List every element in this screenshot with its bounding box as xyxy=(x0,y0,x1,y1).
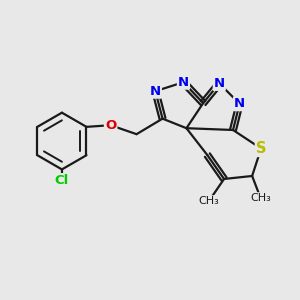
Text: S: S xyxy=(256,141,266,156)
Text: Cl: Cl xyxy=(55,174,69,187)
Text: N: N xyxy=(234,97,245,110)
Text: CH₃: CH₃ xyxy=(199,196,220,206)
Text: N: N xyxy=(178,76,189,89)
Text: CH₃: CH₃ xyxy=(250,193,271,203)
Text: O: O xyxy=(105,119,116,132)
Text: Cl: Cl xyxy=(55,174,69,187)
Text: N: N xyxy=(214,77,225,90)
Text: N: N xyxy=(150,85,161,98)
Text: O: O xyxy=(105,119,116,132)
